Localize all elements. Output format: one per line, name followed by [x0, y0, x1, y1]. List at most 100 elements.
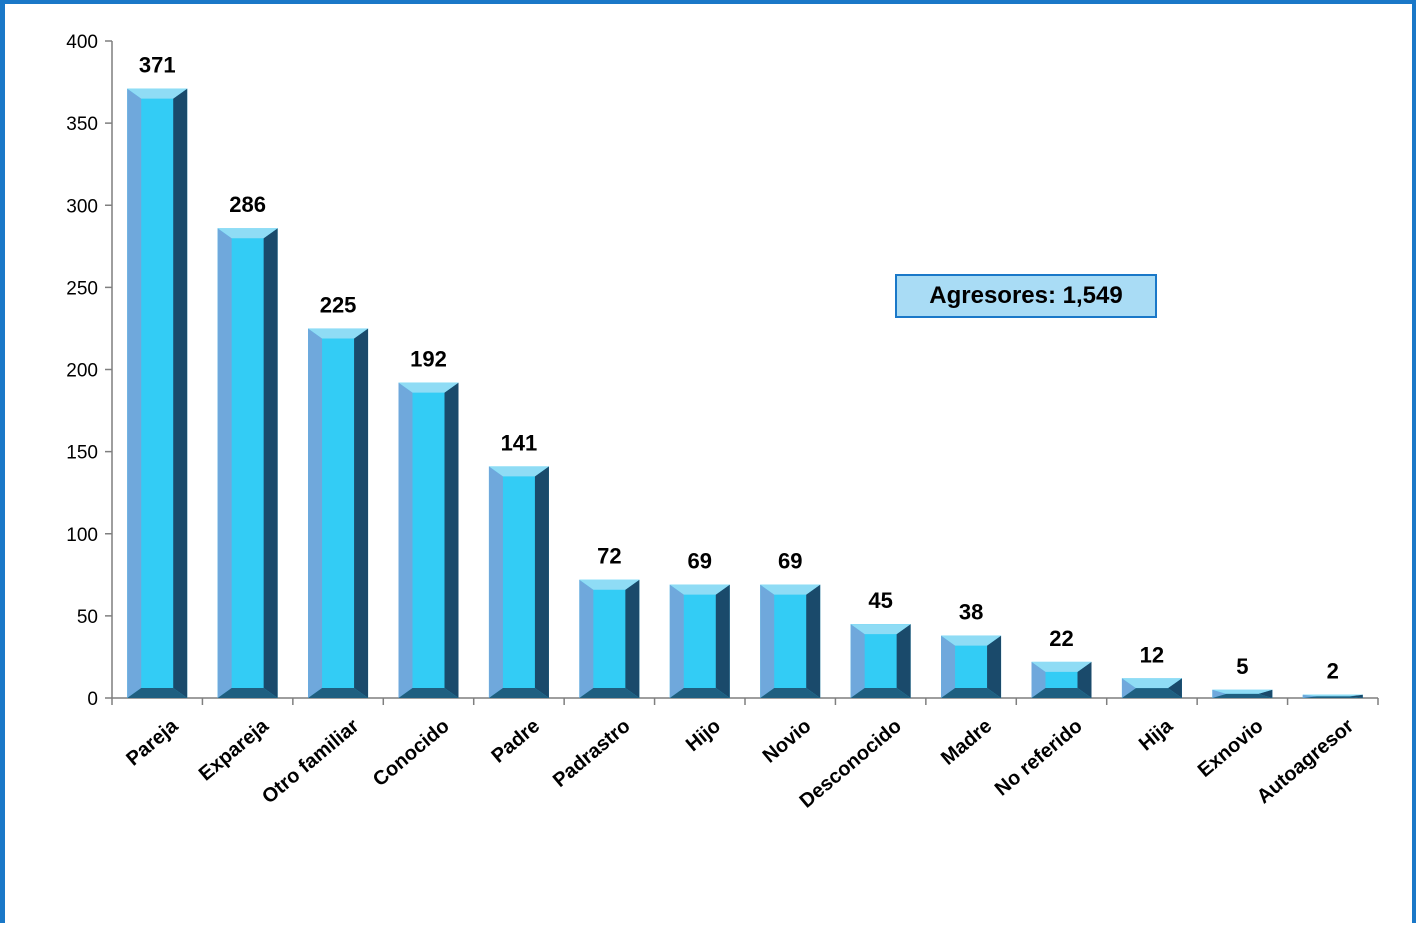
bar-bevel-top — [398, 382, 459, 393]
bar-bevel-left — [1031, 661, 1046, 698]
bar-bevel-left — [217, 228, 232, 698]
bar-bevel-bottom — [217, 688, 278, 698]
bar-value-label: 2 — [1327, 659, 1339, 684]
bar-bevel-right — [263, 228, 278, 698]
bar-bevel-bottom — [1212, 693, 1273, 698]
bar-bevel-right — [1348, 694, 1363, 698]
bar-bevel-bottom — [579, 688, 640, 698]
bar-bevel-right — [534, 466, 549, 698]
bar-value-label: 69 — [688, 549, 712, 574]
bar — [850, 624, 911, 698]
category-label: Novio — [759, 715, 816, 768]
category-label: Hijo — [682, 715, 725, 756]
bar-bevel-right — [715, 584, 730, 698]
bar-value-label: 141 — [501, 430, 538, 455]
bar-bevel-right — [354, 328, 369, 698]
bar — [1121, 678, 1182, 698]
bar-bevel-top — [760, 584, 821, 595]
bar-value-label: 192 — [410, 347, 447, 372]
bar — [760, 584, 821, 698]
category-label: Hija — [1135, 714, 1178, 755]
y-tick-label: 100 — [66, 525, 98, 546]
y-tick-label: 200 — [66, 361, 98, 382]
bar — [1212, 689, 1273, 698]
bar-bevel-top — [850, 624, 911, 635]
bar — [1302, 694, 1363, 698]
bar-bevel-top — [941, 635, 1002, 646]
bar-value-label: 5 — [1236, 654, 1248, 679]
bar-bevel-bottom — [850, 688, 911, 698]
bar-value-label: 38 — [959, 600, 983, 625]
bar-bevel-left — [488, 466, 503, 698]
bars — [127, 88, 1363, 698]
bar-bevel-top — [669, 584, 730, 595]
bar — [941, 635, 1002, 698]
y-tick-label: 50 — [77, 607, 98, 628]
bar-bevel-bottom — [1031, 688, 1092, 698]
category-label: Otro familiar — [258, 715, 363, 808]
category-label: Madre — [937, 715, 996, 770]
bar-bevel-top — [1212, 689, 1273, 694]
bar-value-label: 286 — [229, 192, 266, 217]
y-tick-label: 350 — [66, 114, 98, 135]
y-tick-label: 150 — [66, 443, 98, 464]
bar-bevel-right — [896, 624, 911, 698]
bar-bevel-left — [398, 382, 413, 698]
bar-bevel-top — [217, 228, 278, 239]
bar — [1031, 661, 1092, 698]
bar-bevel-right — [1258, 689, 1273, 698]
y-tick-label: 0 — [87, 689, 98, 710]
bar — [398, 382, 459, 698]
bar-bevel-right — [987, 635, 1002, 698]
bar-bevel-left — [1302, 694, 1317, 698]
bar — [127, 88, 188, 698]
bar-value-label: 225 — [320, 292, 357, 317]
bar-bevel-left — [669, 584, 684, 698]
y-tick-label: 300 — [66, 196, 98, 217]
bar-bevel-bottom — [1302, 696, 1363, 698]
bar-bevel-bottom — [669, 688, 730, 698]
bar — [217, 228, 278, 698]
y-tick-label: 250 — [66, 278, 98, 299]
bar-bevel-top — [308, 328, 369, 339]
bar-bevel-bottom — [398, 688, 459, 698]
category-label: Padrastro — [549, 715, 635, 792]
bar-bevel-right — [806, 584, 821, 698]
bar-value-label: 371 — [139, 53, 176, 78]
bar-bevel-left — [850, 624, 865, 698]
category-label: Conocido — [369, 715, 454, 791]
bar-bevel-top — [488, 466, 549, 477]
bar-bevel-left — [579, 579, 594, 698]
bar-bevel-bottom — [760, 688, 821, 698]
bar-bevel-bottom — [308, 688, 369, 698]
bar-value-label: 12 — [1140, 642, 1164, 667]
bar-bevel-bottom — [488, 688, 549, 698]
bar-bevel-bottom — [1121, 688, 1182, 698]
bar-bevel-left — [1212, 689, 1227, 698]
category-label: Padre — [487, 715, 544, 768]
bar-bevel-left — [1121, 678, 1136, 698]
bar-bevel-bottom — [941, 688, 1002, 698]
bar-bevel-right — [1077, 661, 1092, 698]
bar-bevel-top — [127, 88, 188, 99]
bar — [488, 466, 549, 698]
bar-chart: 0 50 100 150 200 250 300 350 400 371 Pareja 286 Exp… — [66, 32, 1379, 813]
bar-bevel-right — [1167, 678, 1182, 698]
bar — [669, 584, 730, 698]
bar — [308, 328, 369, 698]
bar-bevel-top — [1302, 694, 1363, 697]
bar-value-label: 69 — [778, 549, 802, 574]
bar-bevel-left — [308, 328, 323, 698]
bar-value-label: 22 — [1049, 626, 1073, 651]
bar-bevel-left — [760, 584, 775, 698]
total-annotation: Agresores: 1,549 — [895, 274, 1157, 318]
bar-bevel-left — [941, 635, 956, 698]
bar-value-label: 72 — [597, 544, 621, 569]
y-tick-label: 400 — [66, 32, 98, 53]
category-label: No referido — [991, 715, 1087, 800]
bar-bevel-bottom — [127, 688, 188, 698]
category-label: Expareja — [195, 714, 274, 785]
bar-bevel-left — [127, 88, 142, 698]
bar — [579, 579, 640, 698]
